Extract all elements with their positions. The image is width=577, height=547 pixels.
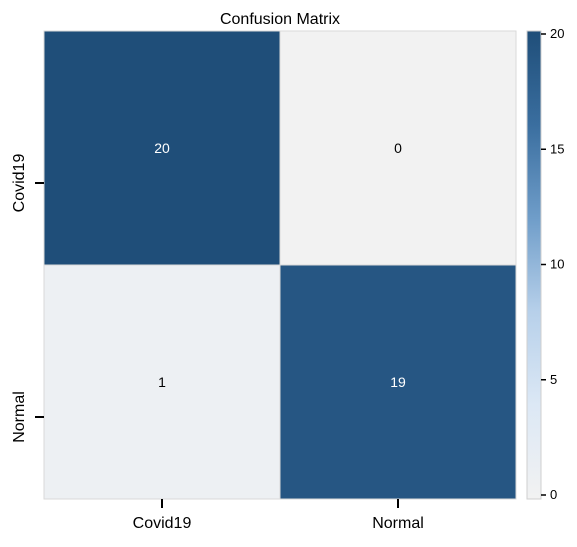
cell-value-label: 0 — [394, 140, 402, 156]
heatmap-cell — [279, 30, 517, 266]
cell-value-label: 19 — [390, 374, 406, 390]
chart-title: Confusion Matrix — [220, 11, 340, 28]
colorbar-gradient — [526, 30, 542, 500]
colorbar-tick-label: 5 — [550, 372, 557, 387]
heatmap-cell — [279, 264, 517, 500]
y-axis: Covid19 Normal — [11, 154, 44, 443]
heatmap-cell — [43, 30, 281, 266]
x-tick-label: Covid19 — [133, 515, 192, 532]
x-axis: Covid19 Normal — [133, 499, 424, 532]
x-tick-label: Normal — [372, 515, 424, 532]
colorbar-tick-label: 15 — [550, 141, 564, 156]
heatmap-cell — [43, 264, 281, 500]
cell-value-label: 20 — [154, 140, 170, 156]
colorbar-tick-label: 0 — [550, 487, 557, 502]
heatmap-cells: 20 0 1 19 — [43, 30, 517, 500]
colorbar: 0 5 10 15 20 — [526, 26, 564, 502]
colorbar-tick-label: 20 — [550, 26, 564, 41]
colorbar-tick-label: 10 — [550, 257, 564, 272]
y-tick-label: Covid19 — [11, 154, 28, 213]
y-tick-label: Normal — [11, 391, 28, 443]
cell-value-label: 1 — [158, 374, 166, 390]
